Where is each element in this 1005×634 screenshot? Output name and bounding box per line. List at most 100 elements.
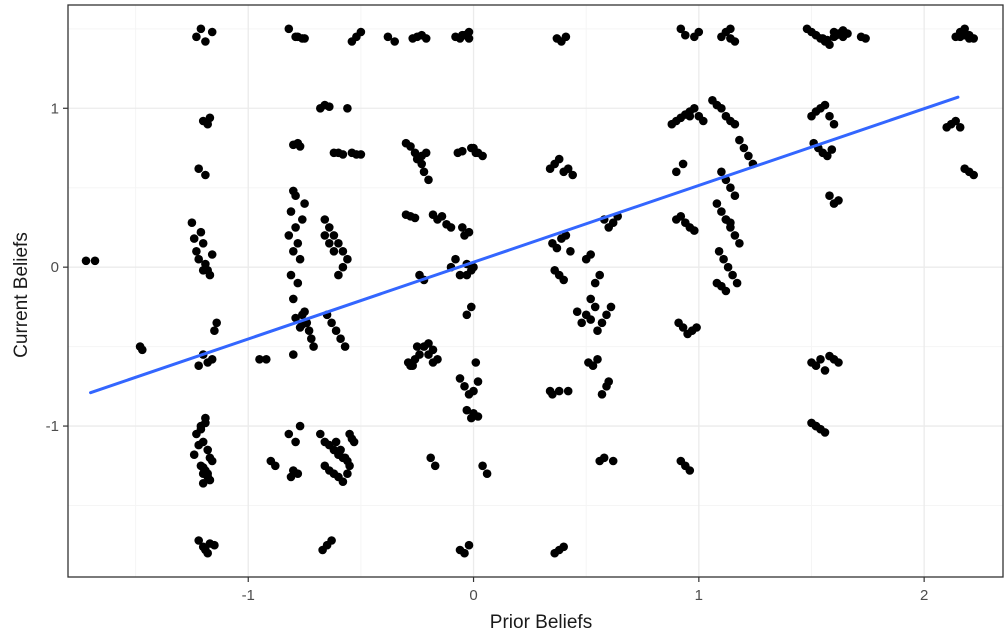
data-point xyxy=(811,421,821,431)
data-point xyxy=(198,542,208,552)
y-axis-ticks: -1 0 1 xyxy=(46,100,68,435)
data-point xyxy=(295,323,305,332)
data-point xyxy=(744,151,753,161)
data-point xyxy=(955,123,965,132)
data-point xyxy=(212,318,221,328)
data-point xyxy=(726,183,735,192)
data-point xyxy=(678,323,688,332)
data-point xyxy=(820,428,830,437)
data-point xyxy=(482,469,492,479)
data-point xyxy=(451,254,460,264)
data-point xyxy=(588,361,598,371)
data-points xyxy=(81,24,978,558)
data-point xyxy=(338,150,348,159)
data-point xyxy=(356,150,366,159)
x-tick-label: 2 xyxy=(920,587,928,604)
data-point xyxy=(291,223,300,232)
data-point xyxy=(338,262,348,272)
data-point xyxy=(419,167,429,177)
data-point xyxy=(406,142,415,151)
data-point xyxy=(433,355,442,364)
data-point xyxy=(338,247,348,256)
data-point xyxy=(608,456,618,466)
data-point xyxy=(608,218,618,227)
data-point xyxy=(559,542,568,552)
data-point xyxy=(343,254,352,264)
data-point xyxy=(820,100,830,110)
data-point xyxy=(255,355,264,364)
data-point xyxy=(334,239,343,248)
data-point xyxy=(730,119,740,129)
data-point xyxy=(597,318,607,328)
data-point xyxy=(554,154,564,164)
data-point xyxy=(458,223,467,232)
data-point xyxy=(194,440,203,450)
data-point xyxy=(262,355,271,364)
data-point xyxy=(417,159,427,169)
data-point xyxy=(672,167,681,177)
data-point xyxy=(345,461,354,471)
data-point xyxy=(714,247,724,256)
data-point xyxy=(586,250,595,259)
data-point xyxy=(421,34,431,43)
data-point xyxy=(284,231,294,240)
data-point xyxy=(437,212,447,221)
data-point xyxy=(289,350,298,359)
data-point xyxy=(694,27,704,37)
data-point xyxy=(331,437,341,447)
y-tick-label: 1 xyxy=(51,100,59,117)
data-point xyxy=(192,247,201,256)
x-tick-label: 1 xyxy=(695,587,703,604)
data-point xyxy=(196,24,206,34)
data-point xyxy=(198,479,208,488)
data-point xyxy=(207,27,217,37)
data-point xyxy=(318,545,327,555)
data-point xyxy=(590,278,600,288)
data-point xyxy=(343,469,352,479)
data-point xyxy=(464,34,474,43)
data-point xyxy=(286,207,296,216)
data-point xyxy=(430,461,440,471)
data-point xyxy=(478,151,487,161)
data-point xyxy=(271,461,280,471)
data-point xyxy=(728,270,737,280)
data-point xyxy=(194,254,203,264)
data-point xyxy=(320,231,330,240)
data-point xyxy=(194,536,203,545)
data-point xyxy=(210,326,219,336)
data-point xyxy=(408,361,418,371)
data-point xyxy=(464,540,474,550)
data-point xyxy=(820,366,830,375)
data-point xyxy=(410,213,420,223)
data-point xyxy=(726,24,735,34)
data-point xyxy=(951,116,960,126)
data-point xyxy=(289,140,298,150)
data-point xyxy=(300,34,309,43)
data-point xyxy=(455,374,465,383)
fit-line-layer xyxy=(89,95,960,395)
data-point xyxy=(739,143,749,153)
data-point xyxy=(203,548,212,558)
data-point xyxy=(349,437,359,447)
data-point xyxy=(730,191,740,200)
data-point xyxy=(293,278,303,288)
data-point xyxy=(467,302,476,312)
data-point xyxy=(295,254,305,264)
data-point xyxy=(336,334,345,344)
data-point xyxy=(138,345,147,355)
data-point xyxy=(717,207,726,216)
data-point xyxy=(685,466,695,475)
data-point xyxy=(469,386,478,396)
data-point xyxy=(189,234,199,243)
data-point xyxy=(473,412,483,421)
data-point xyxy=(304,326,314,336)
data-point xyxy=(572,307,582,317)
data-point xyxy=(735,239,744,248)
data-point xyxy=(90,256,100,266)
data-point xyxy=(606,302,616,312)
data-point xyxy=(823,151,832,161)
data-point xyxy=(316,429,325,439)
data-point xyxy=(196,227,206,237)
data-point xyxy=(201,418,210,428)
x-tick-label: -1 xyxy=(242,587,255,604)
